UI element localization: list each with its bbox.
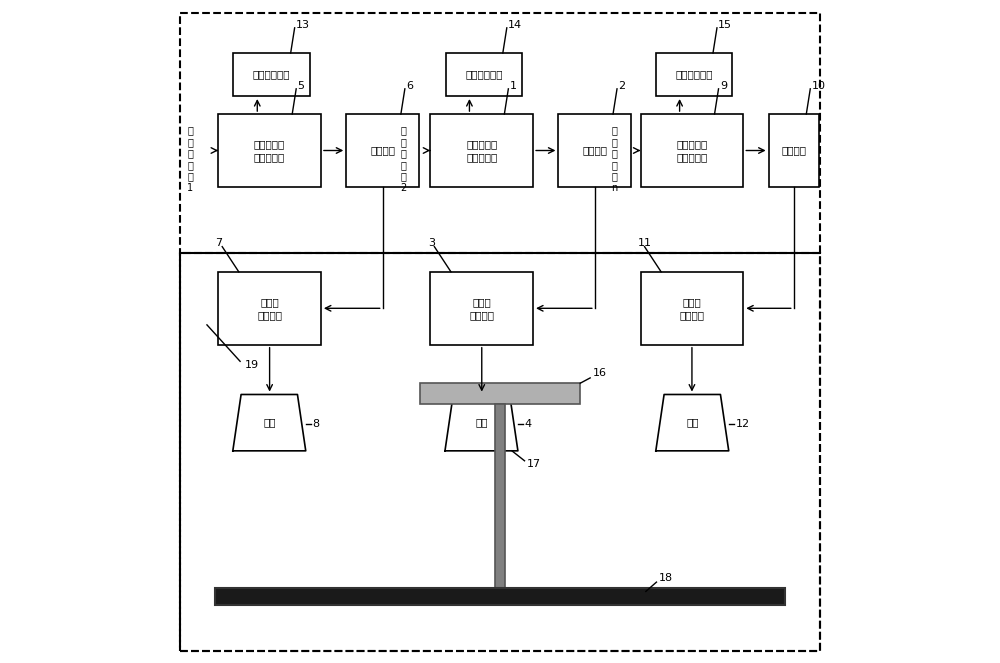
Text: 高功率波导
定向耦合器: 高功率波导 定向耦合器 (254, 139, 285, 162)
Text: 1: 1 (510, 80, 517, 91)
Text: 8: 8 (312, 419, 319, 430)
Text: 峰值功率探头: 峰值功率探头 (465, 70, 503, 80)
Text: 天线: 天线 (475, 418, 488, 428)
Bar (558, 114, 631, 187)
Text: 18: 18 (659, 573, 673, 583)
Text: 6: 6 (406, 80, 413, 91)
Text: 9: 9 (720, 80, 727, 91)
Text: 13: 13 (296, 19, 310, 30)
Text: 16: 16 (593, 367, 607, 378)
Bar (218, 272, 321, 345)
Text: 4: 4 (525, 419, 532, 430)
Bar (641, 272, 743, 345)
Text: 峰值功率探头: 峰值功率探头 (253, 70, 290, 80)
Bar (233, 53, 310, 96)
Text: 17: 17 (527, 459, 541, 469)
Text: 天线: 天线 (686, 418, 699, 428)
Text: 峰值功率探头: 峰值功率探头 (675, 70, 713, 80)
Text: 14: 14 (508, 19, 522, 30)
Bar (641, 114, 743, 187)
Text: 高功率
旋转关节: 高功率 旋转关节 (257, 297, 282, 320)
Bar (430, 272, 533, 345)
Text: 12: 12 (735, 419, 749, 430)
Text: 传输波导: 传输波导 (582, 145, 607, 156)
Text: 传输波导: 传输波导 (781, 145, 806, 156)
Text: 天线: 天线 (263, 418, 276, 428)
Bar (420, 383, 580, 404)
Text: 2: 2 (618, 80, 625, 91)
Bar (215, 588, 785, 605)
Text: 高功率
旋转关节: 高功率 旋转关节 (679, 297, 704, 320)
Text: 7: 7 (216, 238, 223, 249)
Text: 高功率
旋转关节: 高功率 旋转关节 (469, 297, 494, 320)
Text: 高
功
率
微
波
1: 高 功 率 微 波 1 (187, 125, 193, 193)
Text: 高
功
率
微
波
n: 高 功 率 微 波 n (611, 125, 618, 193)
Bar (495, 404, 505, 593)
Polygon shape (656, 394, 729, 451)
Text: 高
功
率
微
波
2: 高 功 率 微 波 2 (401, 125, 407, 193)
Text: 高功率波导
定向耦合器: 高功率波导 定向耦合器 (676, 139, 708, 162)
Polygon shape (445, 394, 518, 451)
Text: 15: 15 (718, 19, 732, 30)
Text: 10: 10 (812, 80, 826, 91)
Bar (446, 53, 522, 96)
Bar (180, 253, 820, 651)
Polygon shape (233, 394, 306, 451)
Bar (218, 114, 321, 187)
Text: 11: 11 (638, 238, 652, 249)
Text: 3: 3 (428, 238, 435, 249)
Text: 19: 19 (245, 359, 259, 370)
Bar (346, 114, 419, 187)
Bar (430, 114, 533, 187)
Bar (656, 53, 732, 96)
Text: 5: 5 (298, 80, 305, 91)
Bar (769, 114, 819, 187)
Text: 高功率波导
定向耦合器: 高功率波导 定向耦合器 (466, 139, 497, 162)
Text: 传输波导: 传输波导 (370, 145, 395, 156)
